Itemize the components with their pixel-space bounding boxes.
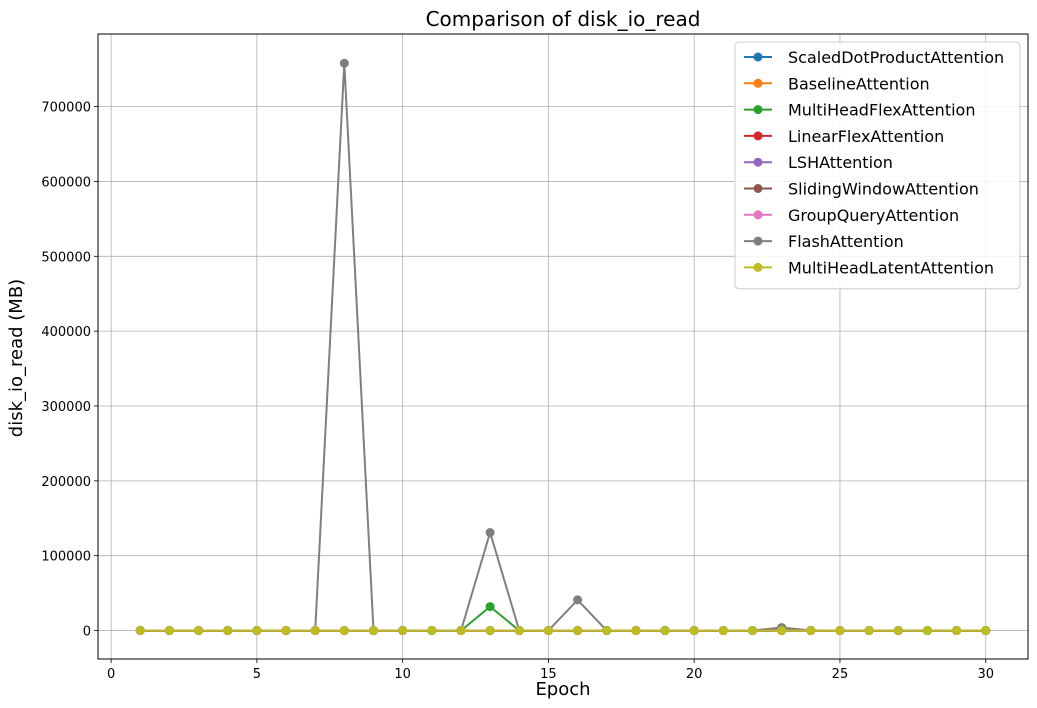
data-point [981,626,991,636]
x-tick-label: 30 [977,667,994,682]
legend-label: LinearFlexAttention [788,127,944,146]
data-point [485,528,495,538]
data-point [135,626,145,636]
x-tick-label: 10 [394,667,411,682]
legend-label: MultiHeadFlexAttention [788,101,975,120]
data-point [514,626,524,636]
y-tick-label: 300000 [41,400,91,415]
data-point [281,626,291,636]
data-point [398,626,408,636]
legend-label: GroupQueryAttention [788,206,959,225]
plot-area-frame [97,33,1029,660]
legend-item: MultiHeadFlexAttention [744,101,975,120]
legend-item: MultiHeadLatentAttention [744,258,994,277]
legend-label: LSHAttention [788,153,893,172]
x-tick-label: 25 [832,667,849,682]
data-point [339,58,349,68]
data-point [456,626,466,636]
data-point [893,626,903,636]
legend-label: ScaledDotProductAttention [788,48,1004,67]
y-tick-label: 0 [83,625,91,640]
data-point [194,626,204,636]
legend-marker [753,184,763,193]
x-axis-title: Epoch [535,679,590,700]
y-axis-title: disk_io_read (MB) [6,279,27,437]
data-point [369,626,379,636]
x-tick-label: 0 [107,667,115,682]
legend-marker [753,52,763,62]
data-point [485,626,495,636]
legend-label: MultiHeadLatentAttention [788,258,994,277]
axes: 0 5 10 15 20 25 30 0 100000 200000 300000 400000 500… [41,101,994,682]
series-line [140,605,986,632]
legend-item: SlidingWindowAttention [744,180,979,199]
y-tick-label: 600000 [41,175,91,190]
series-SlidingWindowAttention [135,623,991,636]
legend-label: FlashAttention [788,232,904,251]
data-point [339,626,349,636]
data-point [631,626,641,636]
legend-item: FlashAttention [744,232,904,251]
data-point [777,626,787,636]
y-tick-label: 700000 [41,101,91,116]
legend-marker [753,210,763,220]
data-point [485,602,495,612]
data-point [806,626,816,636]
data-point [164,626,174,636]
legend-item: GroupQueryAttention [744,206,959,225]
x-tick-label: 5 [253,667,261,682]
legend-item: LinearFlexAttention [744,127,944,146]
data-point [660,626,670,636]
data-point [310,626,320,636]
x-tick-label: 20 [686,667,703,682]
data-point [747,626,757,636]
legend-marker [753,236,763,246]
legend-marker [753,262,763,272]
data-point [718,626,728,636]
data-point [922,626,932,636]
legend-box [734,41,1021,290]
x-tick-label: 15 [540,667,557,682]
legend-item: ScaledDotProductAttention [744,48,1004,67]
data-point [952,626,962,636]
legend-marker [753,105,763,115]
data-point [427,626,437,636]
y-tick-label: 500000 [41,250,91,265]
legend-marker [753,78,763,88]
y-tick-label: 400000 [41,325,91,340]
plot-series [135,58,991,636]
y-tick-label: 100000 [41,550,91,565]
data-point [602,626,612,636]
legend-marker [753,131,763,141]
data-point [689,626,699,636]
y-tick-label: 200000 [41,475,91,490]
legend: ScaledDotProductAttention BaselineAttenti… [734,41,1021,290]
legend-label: BaselineAttention [788,74,930,93]
data-point [223,626,233,636]
legend-item: BaselineAttention [744,74,930,93]
data-point [573,595,583,605]
series-MultiHeadLatentAttention [135,626,991,636]
data-point [864,626,874,636]
data-point [835,626,845,636]
data-point [573,626,583,636]
legend-marker [753,157,763,167]
legend-label: SlidingWindowAttention [788,180,979,199]
data-point [543,626,553,636]
legend-item: LSHAttention [744,153,893,172]
data-point [252,626,262,636]
chart-title: Comparison of disk_io_read [426,7,701,31]
